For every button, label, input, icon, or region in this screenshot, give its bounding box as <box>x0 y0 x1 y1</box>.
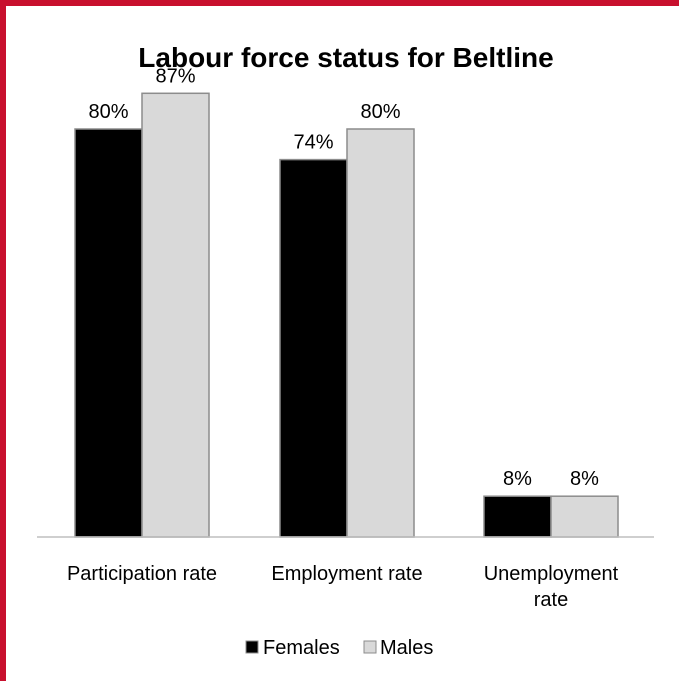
category-label-line: rate <box>534 589 568 611</box>
category-label-line: Participation rate <box>67 563 217 585</box>
data-label-males-2: 8% <box>570 468 599 490</box>
legend-label-females: Females <box>263 637 340 659</box>
category-label-line: Employment rate <box>271 563 422 585</box>
category-label-1: Employment rate <box>271 563 422 585</box>
data-label-females-1: 74% <box>293 132 333 154</box>
legend-label-males: Males <box>380 637 433 659</box>
legend: Females Males <box>245 637 433 659</box>
bar-females-1 <box>279 158 348 538</box>
bar-females-2 <box>483 495 552 538</box>
data-label-females-2: 8% <box>503 468 532 490</box>
legend-swatch-males <box>363 640 377 654</box>
data-label-males-0: 87% <box>155 65 195 87</box>
category-label-0: Participation rate <box>67 563 217 585</box>
legend-swatch-females <box>245 640 259 654</box>
data-label-females-0: 80% <box>88 101 128 123</box>
bar-males-2 <box>550 495 619 538</box>
category-label-2: Unemployment rate <box>484 563 619 611</box>
data-label-males-1: 80% <box>360 101 400 123</box>
value-labels-layer: 80% 87% 74% 80% 8% 8% <box>88 65 599 490</box>
category-label-line: Unemployment <box>484 563 619 585</box>
bar-males-0 <box>141 92 210 538</box>
bars-layer <box>74 92 619 538</box>
bar-males-1 <box>346 128 415 538</box>
bar-females-0 <box>74 128 143 538</box>
category-labels-layer: Participation rate Employment rate Unemplo… <box>67 563 619 611</box>
chart-title: Labour force status for Beltline <box>138 42 553 73</box>
